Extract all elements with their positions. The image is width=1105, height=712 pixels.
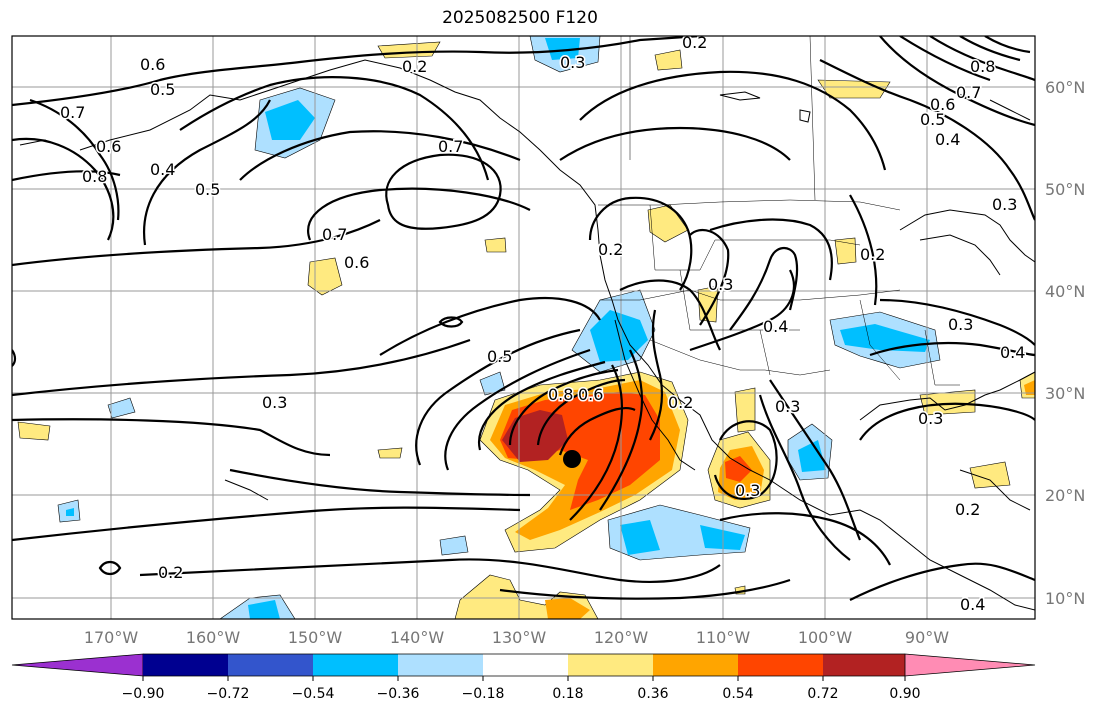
colorbar-segment	[143, 654, 228, 676]
contour-label: 0.4	[150, 160, 175, 179]
colorbar-label: −0.72	[207, 686, 250, 702]
colorbar-segment	[738, 654, 823, 676]
lon-tick-label: 100°W	[798, 628, 853, 647]
contour-label: 0.5	[487, 347, 512, 366]
contour-label: 0.6	[344, 253, 369, 272]
contour-label: 0.3	[992, 195, 1017, 214]
colorbar-segment	[823, 654, 905, 676]
contour-label: 0.2	[682, 33, 707, 52]
colorbar-segment	[228, 654, 313, 676]
shaded-fields	[17, 36, 1035, 619]
contour-label: 0.6	[578, 385, 603, 404]
colorbar: −0.90 −0.72 −0.54 −0.36 −0.18 0.18 0.36 …	[11, 653, 1036, 702]
lat-tick-label: 30°N	[1045, 384, 1085, 403]
colorbar-label: −0.36	[377, 686, 420, 702]
contour-label: 0.4	[763, 317, 788, 336]
lon-tick-label: 130°W	[492, 628, 547, 647]
contour-label: 0.4	[1000, 343, 1025, 362]
map-title: 2025082500 F120	[442, 8, 598, 28]
contour-label: 0.7	[956, 83, 981, 102]
contour-label: 0.3	[560, 53, 585, 72]
colorbar-segment	[653, 654, 738, 676]
lon-tick-label: 160°W	[186, 628, 241, 647]
lat-tick-label: 50°N	[1045, 180, 1085, 199]
contour-label: 0.7	[322, 225, 347, 244]
contour-lines	[12, 36, 1035, 601]
contour-label: 0.3	[262, 393, 287, 412]
colorbar-extend-max	[904, 653, 1036, 677]
lon-tick-label: 110°W	[696, 628, 751, 647]
contour-label: 0.3	[948, 315, 973, 334]
storm-center-marker	[563, 450, 581, 468]
contour-label: 0.4	[935, 130, 960, 149]
contour-label: 0.2	[955, 500, 980, 519]
contour-label: 0.8	[82, 167, 107, 186]
lat-tick-label: 60°N	[1045, 78, 1085, 97]
lon-tick-label: 170°W	[84, 628, 139, 647]
lat-tick-label: 20°N	[1045, 486, 1085, 505]
contour-label: 0.6	[930, 95, 955, 114]
lat-tick-label: 40°N	[1045, 282, 1085, 301]
contour-label: 0.2	[860, 245, 885, 264]
lat-tick-label: 10°N	[1045, 589, 1085, 608]
contour-label: 0.4	[960, 595, 985, 614]
contour-label: 0.3	[735, 481, 760, 500]
contour-label: 0.7	[438, 137, 463, 156]
contour-label: 0.5	[195, 180, 220, 199]
borders	[598, 36, 960, 386]
colorbar-label: −0.90	[122, 686, 165, 702]
lon-tick-label: 90°W	[905, 628, 949, 647]
contour-label: 0.8	[548, 385, 573, 404]
contour-label: 0.3	[775, 397, 800, 416]
contour-label: 0.2	[598, 240, 623, 259]
colorbar-label: 0.72	[807, 686, 838, 702]
colorbar-extend-min	[11, 653, 144, 677]
contour-label: 0.8	[970, 57, 995, 76]
lon-tick-label: 140°W	[390, 628, 445, 647]
contour-label: 0.6	[140, 55, 165, 74]
contour-label: 0.5	[150, 80, 175, 99]
contour-label: 0.2	[668, 393, 693, 412]
colorbar-label: −0.54	[292, 686, 335, 702]
colorbar-segment	[398, 654, 483, 676]
colorbar-label: 0.36	[637, 686, 668, 702]
contour-label: 0.7	[60, 103, 85, 122]
contour-label: 0.3	[918, 409, 943, 428]
colorbar-label: 0.90	[889, 686, 920, 702]
map-frame	[11, 35, 1036, 620]
colorbar-label: 0.18	[552, 686, 583, 702]
lon-tick-label: 120°W	[594, 628, 649, 647]
lat-axis: 60°N 50°N 40°N 30°N 20°N 10°N	[1045, 78, 1085, 608]
colorbar-label: 0.54	[722, 686, 753, 702]
contour-label: 0.5	[920, 110, 945, 129]
contour-label: 0.2	[402, 57, 427, 76]
colorbar-segment	[313, 654, 398, 676]
colorbar-label: −0.18	[462, 686, 505, 702]
graticule	[12, 36, 1035, 619]
contour-label: 0.3	[708, 275, 733, 294]
lon-tick-label: 150°W	[288, 628, 343, 647]
colorbar-segment	[483, 654, 568, 676]
colorbar-segment	[568, 654, 653, 676]
lon-axis: 170°W 160°W 150°W 140°W 130°W 120°W 110°…	[84, 628, 949, 647]
contour-label: 0.6	[96, 137, 121, 156]
contour-label-group: 0.2 0.3 0.2 0.6 0.5 0.7 0.6 0.8 0.4 0.5 …	[59, 32, 1027, 616]
contour-label: 0.2	[158, 563, 183, 582]
